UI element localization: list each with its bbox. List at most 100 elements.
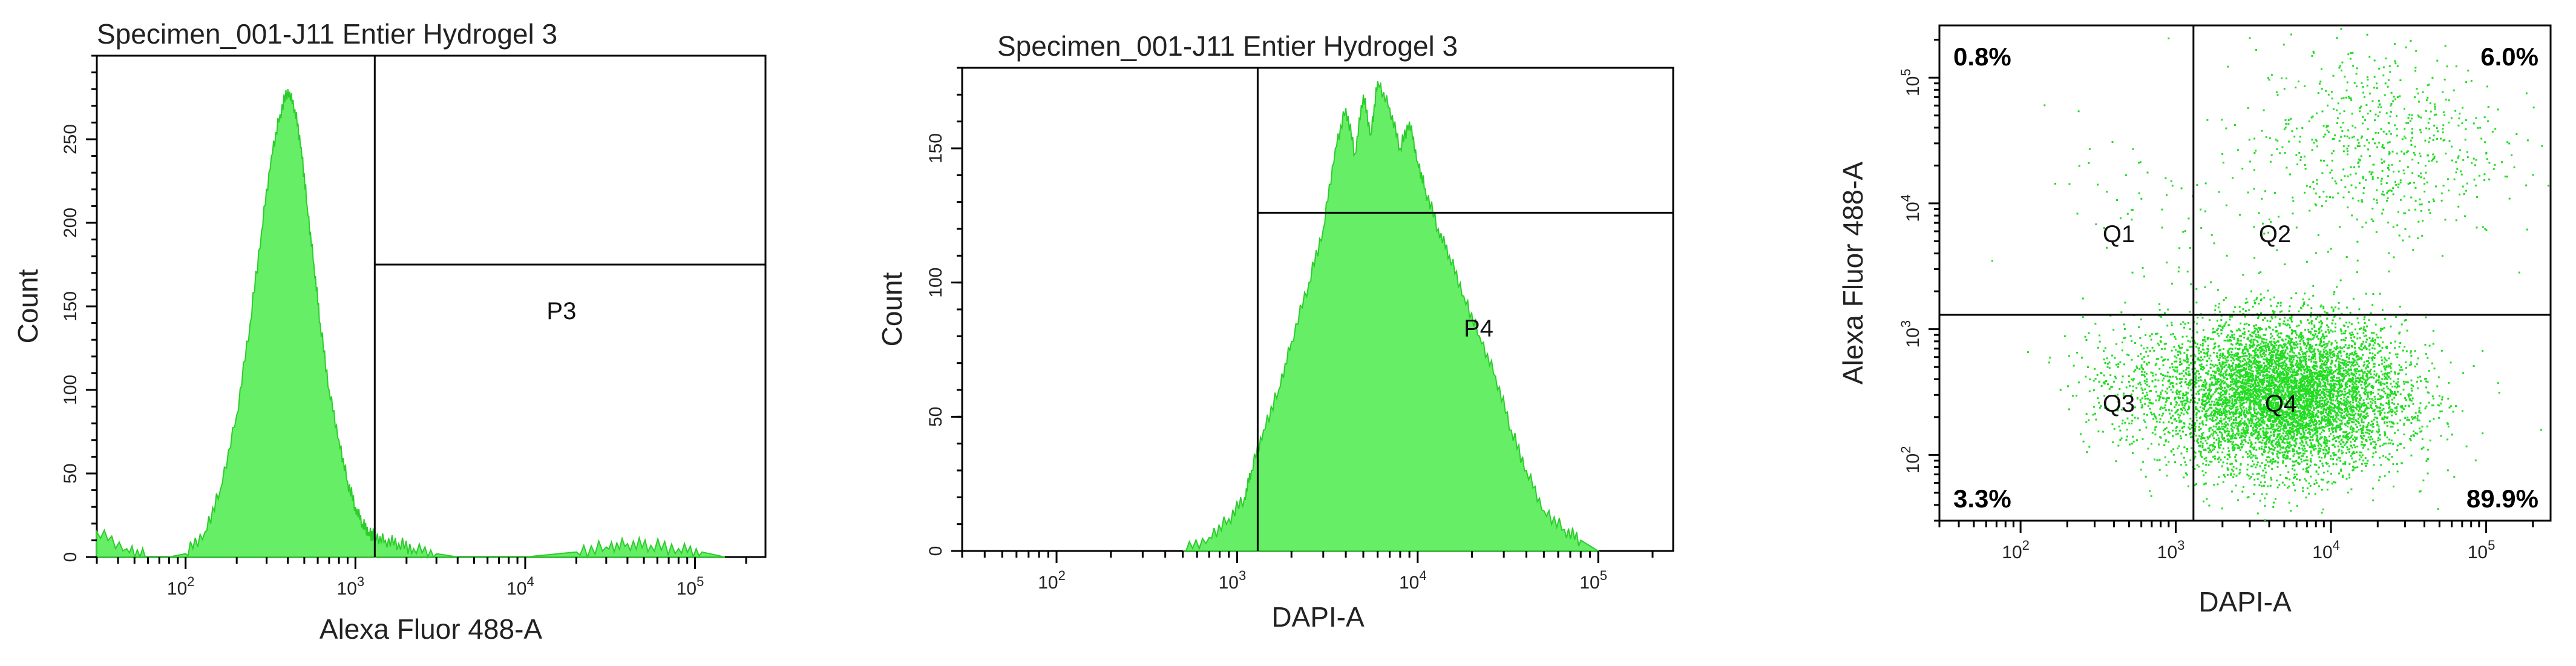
scatter-point [2282, 371, 2284, 373]
scatter-point [2318, 485, 2320, 487]
scatter-point [2238, 373, 2241, 375]
scatter-point [2277, 388, 2279, 391]
scatter-point [2244, 440, 2247, 443]
scatter-point [2302, 365, 2304, 368]
scatter-point [2298, 387, 2301, 389]
scatter-point [2210, 444, 2212, 446]
scatter-point [2378, 377, 2380, 379]
scatter-point [2340, 416, 2342, 418]
scatter-point [2232, 380, 2234, 383]
scatter-point [2281, 424, 2283, 427]
scatter-point [2324, 331, 2327, 333]
scatter-point [2352, 297, 2355, 300]
scatter-point [2310, 401, 2313, 403]
scatter-point [2229, 381, 2232, 383]
scatter-point [2293, 330, 2295, 332]
scatter-point [2218, 476, 2220, 478]
scatter-point [2309, 366, 2311, 368]
scatter-point [2382, 404, 2384, 406]
scatter-point [2230, 405, 2232, 407]
scatter-point [2352, 412, 2353, 414]
scatter-point [2292, 464, 2294, 467]
scatter-point [2343, 377, 2345, 380]
scatter-point [2244, 369, 2246, 372]
scatter-point [2290, 379, 2292, 381]
scatter-point [2356, 377, 2359, 379]
scatter-point [2306, 260, 2308, 263]
scatter-point [2321, 366, 2323, 369]
scatter-point [2287, 487, 2289, 489]
scatter-point [2352, 334, 2354, 336]
scatter-point [2268, 349, 2270, 352]
scatter-point [2260, 407, 2262, 409]
scatter-point [2249, 364, 2251, 367]
scatter-point [2264, 464, 2267, 466]
scatter-point [2298, 385, 2300, 387]
scatter-point [2330, 362, 2333, 364]
scatter-point [2221, 398, 2223, 400]
scatter-point [2243, 358, 2245, 360]
scatter-point [2293, 429, 2296, 432]
scatter-point [2207, 350, 2209, 352]
scatter-point [2235, 403, 2237, 405]
scatter-point [2213, 383, 2215, 386]
scatter-point [2172, 384, 2174, 387]
scatter-point [2264, 416, 2267, 418]
scatter-point [2212, 338, 2214, 340]
scatter-point [2263, 411, 2266, 413]
scatter-point [2297, 391, 2299, 393]
scatter-point [2299, 378, 2301, 381]
scatter-point [2230, 424, 2233, 426]
scatter-point [2350, 337, 2352, 339]
scatter-point [2231, 348, 2234, 350]
scatter-point [2303, 343, 2306, 346]
scatter-point [2319, 443, 2322, 446]
scatter-point [2215, 401, 2218, 404]
scatter-point [2285, 394, 2287, 395]
scatter-point [2201, 434, 2204, 437]
scatter-point [2215, 416, 2218, 418]
scatter-point [2253, 390, 2256, 392]
scatter-point [2339, 358, 2341, 360]
scatter-point [2319, 370, 2321, 372]
scatter-point [2347, 403, 2349, 405]
scatter-point [2258, 401, 2260, 404]
scatter-point [2338, 360, 2340, 363]
scatter-point [2240, 366, 2242, 368]
scatter-point [2341, 403, 2343, 406]
scatter-point [2261, 421, 2264, 423]
scatter-point [2337, 418, 2339, 420]
scatter-point [2234, 347, 2237, 349]
scatter-point [2200, 360, 2202, 362]
scatter-point [2325, 335, 2328, 337]
scatter-point [2296, 410, 2298, 413]
scatter-point [2296, 417, 2298, 420]
scatter-point [2321, 323, 2323, 325]
scatter-point [2364, 379, 2367, 381]
scatter-point [2335, 453, 2337, 456]
scatter-point [2273, 341, 2275, 343]
scatter-point [2307, 469, 2309, 472]
scatter-point [2219, 393, 2221, 395]
scatter-point [2208, 357, 2211, 360]
scatter-point [2361, 441, 2363, 443]
scatter-point [2310, 450, 2312, 452]
scatter-point [2221, 438, 2224, 440]
scatter-point [2252, 415, 2255, 418]
scatter-point [2306, 369, 2309, 372]
scatter-point [2348, 401, 2351, 404]
scatter-point [2348, 332, 2351, 335]
scatter-point [2209, 460, 2211, 463]
scatter-point [2333, 350, 2335, 352]
scatter-point [2325, 394, 2327, 396]
scatter-point [2332, 378, 2333, 380]
scatter-point [2326, 351, 2329, 354]
scatter-point [2197, 377, 2200, 379]
scatter-point [2247, 382, 2250, 384]
scatter-point [2221, 405, 2223, 407]
scatter-point [2329, 435, 2330, 438]
scatter-point [2355, 460, 2357, 463]
scatter-point [2338, 405, 2340, 407]
scatter-point [2248, 393, 2250, 395]
